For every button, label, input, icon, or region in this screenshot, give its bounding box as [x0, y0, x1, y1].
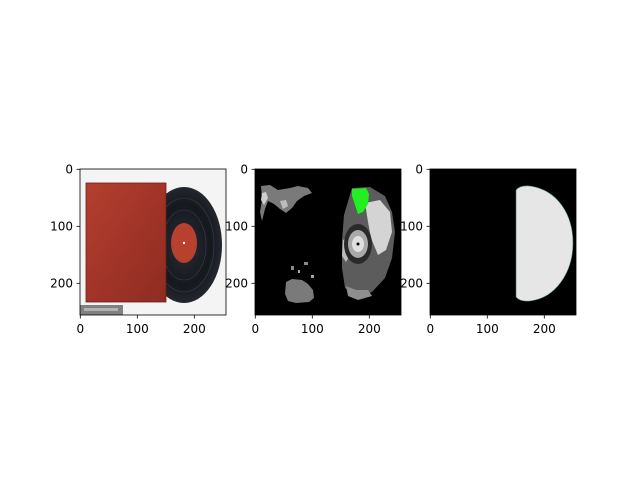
xticks-mask: 0 100 200: [426, 315, 556, 336]
sleeve-edge: [85, 182, 167, 303]
segment-top-left-speck: [280, 200, 288, 209]
xtick-label: 100: [301, 322, 324, 336]
mask-half-disc: [515, 185, 574, 302]
watermark-mark: [84, 308, 118, 311]
ytick-label: 0: [240, 163, 248, 177]
yticks-photo: 0 100 200: [50, 163, 80, 291]
xtick-label: 200: [183, 322, 206, 336]
segment-speck: [304, 262, 308, 265]
axes-frame-segmentation: [254, 168, 402, 316]
xtick-label: 100: [126, 322, 149, 336]
xtick-label: 0: [76, 322, 84, 336]
segment-record-bottom: [346, 286, 372, 300]
segment-highlight-green: [352, 188, 369, 214]
ytick-label: 100: [50, 220, 73, 234]
xtick-label: 0: [251, 322, 259, 336]
ytick-label: 0: [415, 163, 423, 177]
ytick-label: 200: [400, 277, 423, 291]
axes-frame-photo: [79, 168, 227, 316]
segment-speck: [311, 275, 314, 278]
xticks-photo: 0 100 200: [76, 315, 206, 336]
yticks-segmentation: 0 100 200: [225, 163, 255, 291]
xticks-segmentation: 0 100 200: [251, 315, 381, 336]
xtick-label: 200: [358, 322, 381, 336]
xtick-label: 0: [426, 322, 434, 336]
segment-bottom-left: [285, 279, 314, 303]
segment-top-left-light: [261, 192, 268, 205]
ytick-label: 100: [225, 220, 248, 234]
segment-record-light: [365, 200, 392, 255]
segment-speck: [291, 266, 294, 270]
panel-photo: 0 100 200 0 100 200: [50, 163, 227, 336]
yticks-mask: 0 100 200: [400, 163, 430, 291]
album-sleeve: [86, 183, 166, 302]
ytick-label: 200: [50, 277, 73, 291]
ytick-label: 0: [65, 163, 73, 177]
ytick-label: 200: [225, 277, 248, 291]
xtick-label: 200: [533, 322, 556, 336]
xtick-label: 100: [476, 322, 499, 336]
panel-mask: 0 100 200 0 100 200: [400, 163, 577, 336]
record-spindle-hole: [182, 241, 186, 245]
axes-frame-mask: [429, 168, 577, 316]
segment-speck: [298, 270, 300, 273]
panel-segmentation: 0 100 200 0 100 200: [225, 163, 402, 336]
ytick-label: 100: [400, 220, 423, 234]
segment-record-dot: [356, 242, 360, 246]
